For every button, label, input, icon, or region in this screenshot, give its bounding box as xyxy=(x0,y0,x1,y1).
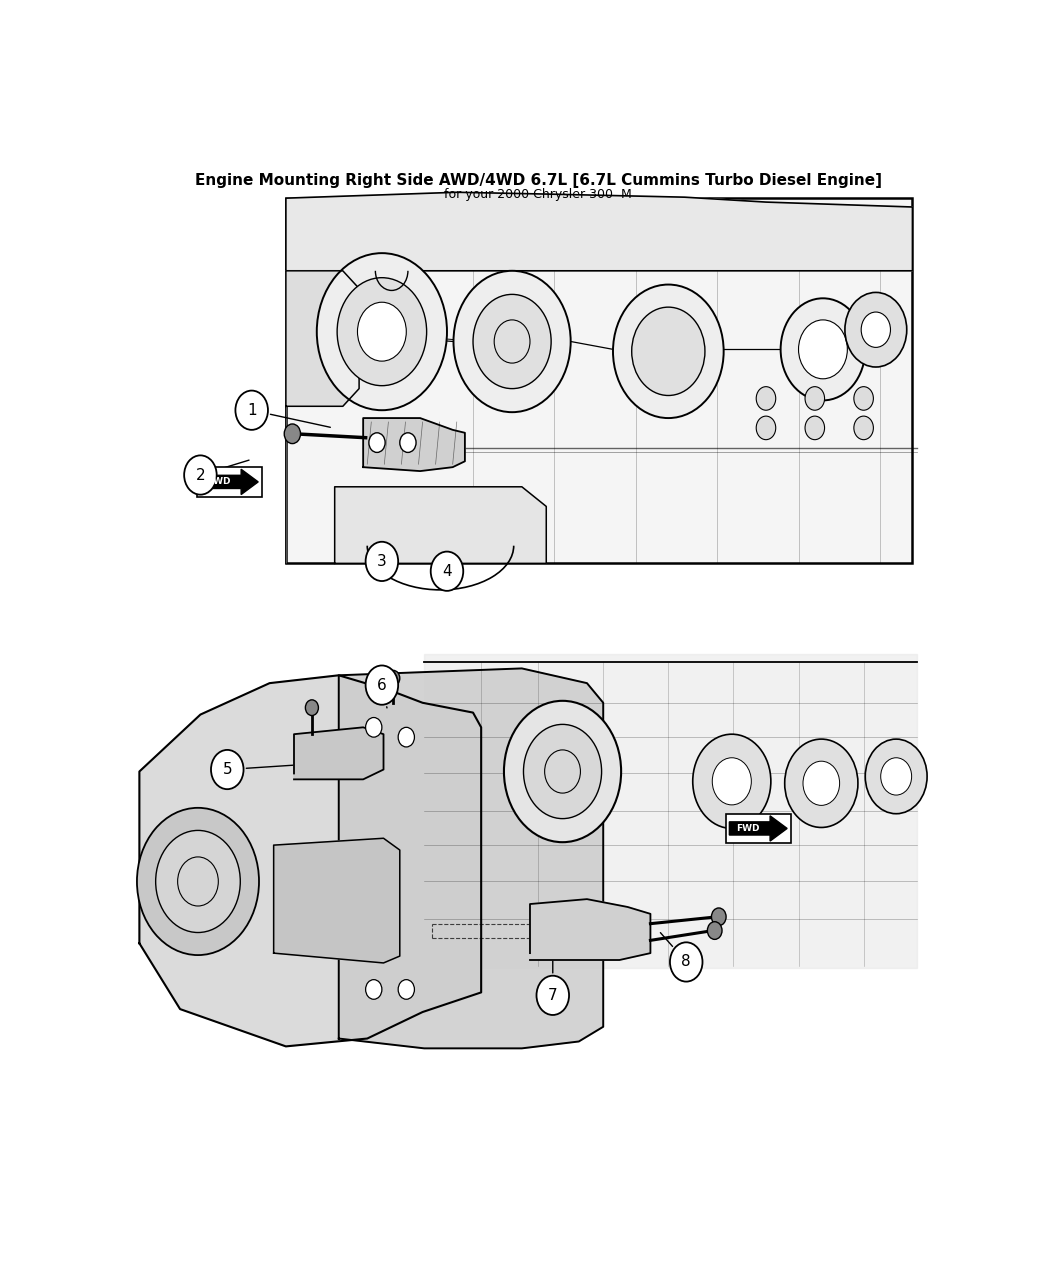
Circle shape xyxy=(798,320,847,379)
Circle shape xyxy=(632,307,705,395)
Polygon shape xyxy=(294,727,383,779)
Circle shape xyxy=(386,671,400,686)
Circle shape xyxy=(524,724,602,819)
Circle shape xyxy=(454,270,571,412)
Text: 6: 6 xyxy=(377,677,386,692)
Circle shape xyxy=(430,552,463,590)
Circle shape xyxy=(365,979,382,1000)
Text: 5: 5 xyxy=(223,762,232,776)
Polygon shape xyxy=(335,487,546,564)
FancyBboxPatch shape xyxy=(286,198,912,564)
Circle shape xyxy=(708,922,722,940)
Circle shape xyxy=(854,386,874,411)
Text: FWD: FWD xyxy=(207,477,231,486)
Polygon shape xyxy=(424,654,917,968)
Text: Engine Mounting Right Side AWD/4WD 6.7L [6.7L Cummins Turbo Diesel Engine]: Engine Mounting Right Side AWD/4WD 6.7L … xyxy=(194,172,882,187)
Circle shape xyxy=(369,432,385,453)
Circle shape xyxy=(235,390,268,430)
Circle shape xyxy=(712,757,752,805)
Circle shape xyxy=(861,312,890,347)
Circle shape xyxy=(803,761,840,806)
Circle shape xyxy=(613,284,723,418)
Circle shape xyxy=(805,416,824,440)
FancyBboxPatch shape xyxy=(727,813,792,843)
Circle shape xyxy=(756,416,776,440)
Text: 2: 2 xyxy=(195,468,205,482)
Circle shape xyxy=(398,727,415,747)
Circle shape xyxy=(400,432,416,453)
Circle shape xyxy=(155,830,240,932)
Circle shape xyxy=(854,416,874,440)
Text: FWD: FWD xyxy=(736,824,759,833)
Circle shape xyxy=(537,975,569,1015)
Circle shape xyxy=(472,295,551,389)
Circle shape xyxy=(337,278,426,385)
Circle shape xyxy=(136,808,259,955)
Circle shape xyxy=(865,740,927,813)
Circle shape xyxy=(365,666,398,705)
Circle shape xyxy=(285,425,300,444)
Circle shape xyxy=(693,734,771,829)
Circle shape xyxy=(845,292,907,367)
Circle shape xyxy=(805,386,824,411)
Circle shape xyxy=(365,718,382,737)
Text: for your 2000 Chrysler 300  M: for your 2000 Chrysler 300 M xyxy=(444,189,632,201)
Circle shape xyxy=(306,700,318,715)
Polygon shape xyxy=(286,193,912,270)
Circle shape xyxy=(365,542,398,581)
Polygon shape xyxy=(274,838,400,963)
Circle shape xyxy=(712,908,727,926)
Circle shape xyxy=(756,386,776,411)
FancyBboxPatch shape xyxy=(197,467,262,496)
Circle shape xyxy=(784,740,858,827)
Circle shape xyxy=(184,455,216,495)
Polygon shape xyxy=(286,270,359,564)
Text: 7: 7 xyxy=(548,988,558,1003)
Text: 3: 3 xyxy=(377,553,386,569)
Text: 4: 4 xyxy=(442,564,452,579)
Circle shape xyxy=(780,298,865,400)
Polygon shape xyxy=(201,469,258,495)
Circle shape xyxy=(317,254,447,411)
Polygon shape xyxy=(730,816,788,842)
Polygon shape xyxy=(140,676,481,1047)
Circle shape xyxy=(881,757,911,796)
Text: 1: 1 xyxy=(247,403,256,418)
Circle shape xyxy=(670,942,702,982)
Polygon shape xyxy=(363,418,465,470)
Circle shape xyxy=(211,750,244,789)
Polygon shape xyxy=(339,668,603,1048)
Circle shape xyxy=(357,302,406,361)
Text: 8: 8 xyxy=(681,955,691,969)
Circle shape xyxy=(398,979,415,1000)
Circle shape xyxy=(504,701,622,843)
Polygon shape xyxy=(530,899,650,960)
